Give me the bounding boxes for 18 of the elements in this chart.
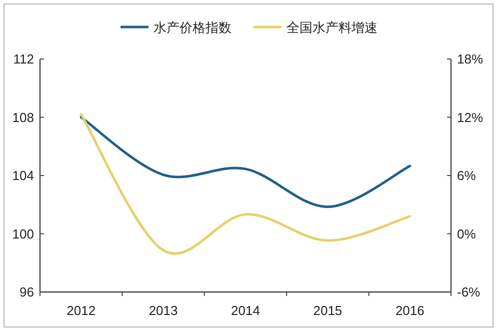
x-tick-label: 2016 — [395, 303, 424, 318]
x-tick-label: 2012 — [66, 303, 96, 318]
y2-tick-label: 18% — [457, 52, 484, 66]
y-tick-label: 108 — [12, 110, 34, 125]
y2-tick-label: -6% — [457, 284, 481, 300]
y2-tick-label: 12% — [457, 110, 484, 125]
y2-tick-label: 0% — [457, 226, 476, 242]
line-series — [80, 116, 412, 208]
y-tick-label: 96 — [20, 284, 34, 300]
y-tick-label: 112 — [13, 52, 34, 66]
legend-label: 水产价格指数 — [154, 21, 232, 36]
y-tick-label: 104 — [12, 168, 34, 183]
x-tick-label: 2014 — [231, 303, 260, 318]
legend-label: 全国水产料增速 — [286, 21, 378, 36]
x-tick-label: 2015 — [313, 303, 342, 318]
y2-tick-label: 6% — [457, 168, 476, 183]
x-tick-label: 2013 — [148, 303, 178, 318]
y-tick-label: 100 — [12, 226, 34, 242]
